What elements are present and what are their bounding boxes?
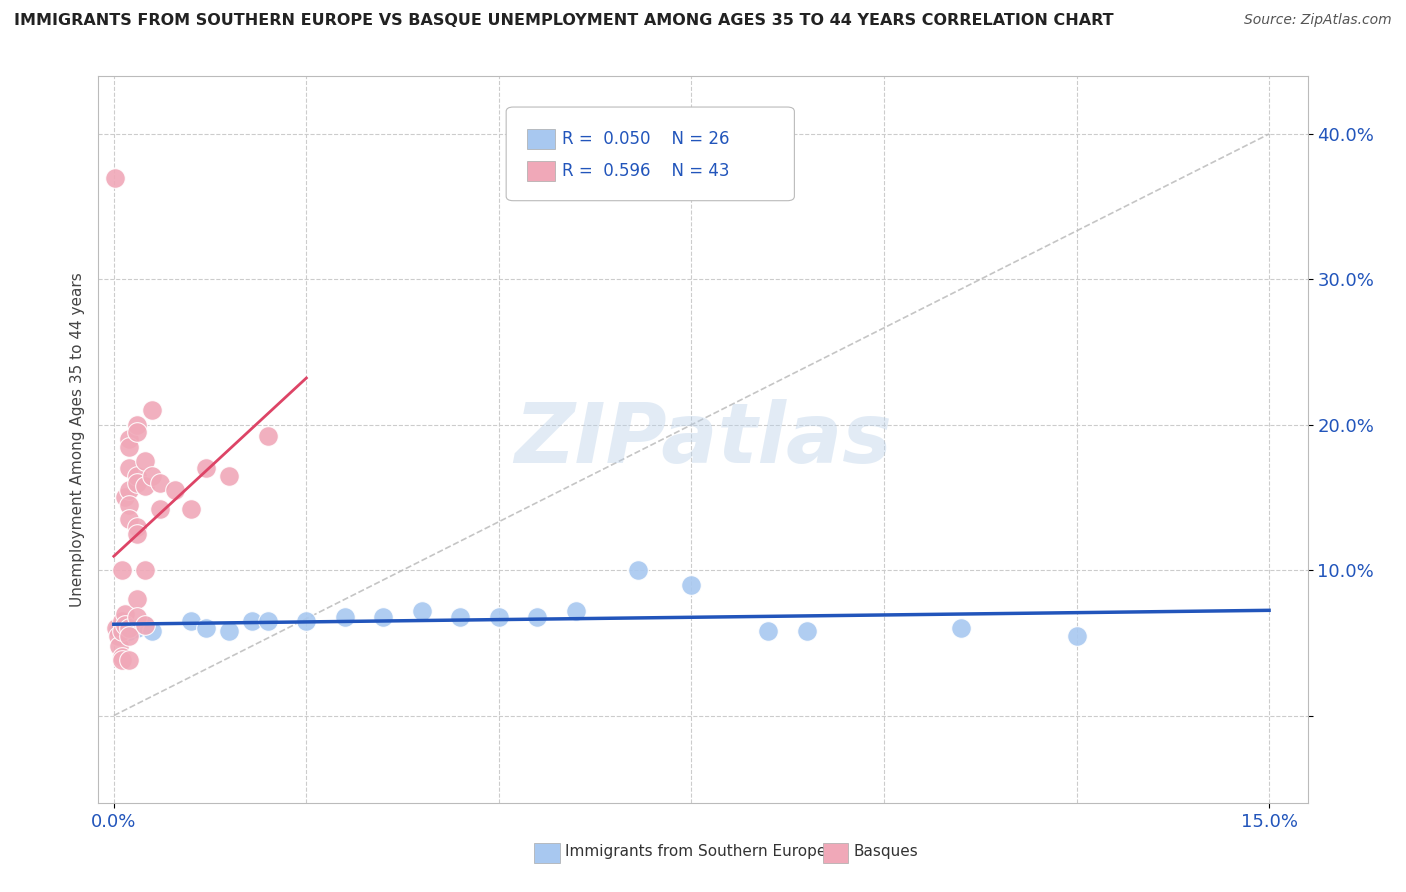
Text: ZIPatlas: ZIPatlas (515, 399, 891, 480)
Point (333, 609, 356, 624)
Point (565, 604, 588, 618)
Point (104, 170, 127, 185)
Point (107, 621, 129, 635)
Text: Basques: Basques (853, 845, 918, 859)
Point (118, 461, 141, 475)
Point (114, 491, 136, 505)
Text: R =  0.050    N = 26: R = 0.050 N = 26 (562, 130, 730, 148)
Point (110, 629, 132, 643)
Point (118, 629, 141, 643)
Point (295, 614, 318, 628)
Point (141, 624, 163, 639)
Point (141, 403, 163, 417)
Point (110, 650, 132, 665)
Point (125, 475, 148, 490)
Point (134, 563, 156, 577)
Point (114, 621, 136, 635)
Point (257, 429, 280, 443)
Point (796, 624, 818, 639)
Point (257, 614, 280, 628)
Point (118, 483, 141, 498)
Point (118, 432, 141, 446)
Text: Immigrants from Southern Europe: Immigrants from Southern Europe (565, 845, 827, 859)
Point (125, 526, 148, 541)
Point (134, 454, 156, 468)
Point (118, 512, 141, 526)
Text: Source: ZipAtlas.com: Source: ZipAtlas.com (1244, 13, 1392, 28)
Point (134, 479, 156, 493)
Text: IMMIGRANTS FROM SOUTHERN EUROPE VS BASQUE UNEMPLOYMENT AMONG AGES 35 TO 44 YEARS: IMMIGRANTS FROM SOUTHERN EUROPE VS BASQU… (14, 13, 1114, 29)
Text: R =  0.596    N = 43: R = 0.596 N = 43 (562, 162, 730, 180)
Point (134, 618, 156, 632)
Point (118, 621, 141, 635)
Point (218, 624, 240, 639)
Point (195, 461, 218, 475)
Point (488, 609, 510, 624)
Point (758, 624, 780, 639)
Point (141, 468, 163, 483)
Point (110, 624, 132, 639)
Point (626, 563, 648, 577)
Point (125, 425, 148, 439)
Point (1066, 629, 1088, 643)
Point (195, 621, 218, 635)
Point (218, 468, 240, 483)
Point (125, 519, 148, 533)
Point (110, 614, 132, 628)
Point (110, 563, 132, 577)
Point (107, 629, 129, 643)
Point (108, 639, 131, 653)
Point (180, 614, 202, 628)
Point (118, 653, 141, 667)
Y-axis label: Unemployment Among Ages 35 to 44 years: Unemployment Among Ages 35 to 44 years (69, 272, 84, 607)
Point (149, 502, 172, 516)
Point (242, 614, 264, 628)
Point (125, 609, 148, 624)
Point (118, 440, 141, 454)
Point (114, 618, 136, 632)
Point (449, 609, 471, 624)
Point (950, 621, 973, 635)
Point (681, 578, 703, 592)
Point (149, 475, 172, 490)
Point (125, 592, 148, 607)
Point (118, 624, 141, 639)
Point (105, 621, 128, 635)
Point (114, 607, 136, 621)
Point (110, 653, 132, 667)
Point (125, 468, 148, 483)
Point (373, 609, 395, 624)
Point (125, 621, 148, 635)
Point (165, 483, 187, 498)
Point (411, 604, 433, 618)
Point (134, 618, 156, 632)
Point (180, 502, 202, 516)
Point (125, 417, 148, 432)
Point (118, 498, 141, 512)
Point (526, 609, 548, 624)
